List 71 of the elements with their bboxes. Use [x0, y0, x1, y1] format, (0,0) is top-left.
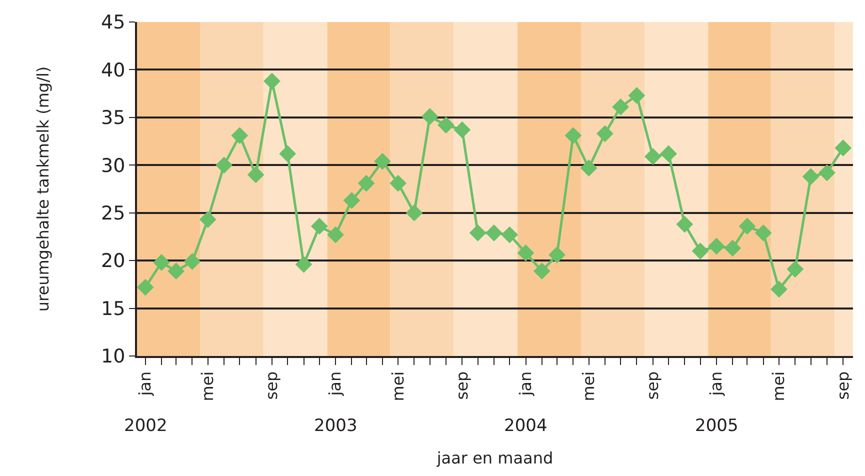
y-tick-label: 30 — [101, 154, 126, 177]
point — [501, 226, 518, 244]
text: 2002 — [124, 416, 168, 436]
text: 2003 — [314, 416, 358, 436]
point — [279, 145, 296, 162]
point — [247, 166, 264, 184]
point — [676, 216, 694, 233]
point — [486, 224, 502, 242]
x-tick-label: jan — [706, 371, 726, 397]
point — [421, 108, 438, 125]
y-tick-label: 10 — [101, 346, 126, 368]
point — [168, 262, 185, 280]
point — [295, 256, 312, 273]
point — [708, 238, 725, 255]
point — [517, 244, 534, 262]
point — [628, 87, 646, 104]
text: 2005 — [695, 416, 738, 436]
point — [660, 145, 677, 162]
x-tick-label: jan — [516, 371, 535, 397]
x-tick-label: mei — [769, 371, 788, 402]
x-tick-label: sep — [643, 371, 662, 400]
point — [644, 148, 662, 165]
point — [612, 98, 630, 116]
y-tick-label: 45 — [101, 12, 126, 34]
point — [548, 246, 566, 264]
x-tick-label: mei — [388, 371, 408, 402]
point — [533, 262, 550, 280]
point — [153, 254, 170, 271]
point — [692, 242, 709, 260]
y-axis-title: ureumgehalte tankmelk (mg/l) — [33, 66, 52, 312]
point — [770, 280, 788, 298]
point — [580, 160, 598, 176]
point — [310, 218, 328, 235]
point — [390, 174, 407, 192]
y-tick-label: 15 — [101, 298, 126, 320]
point — [596, 125, 614, 142]
x-tick-label: sep — [262, 371, 282, 400]
point — [231, 127, 248, 144]
point — [327, 226, 344, 244]
x-tick-label: jan — [136, 371, 155, 397]
point — [834, 140, 852, 156]
point — [264, 72, 280, 90]
y-tick-label: 25 — [101, 202, 126, 225]
text: 2004 — [504, 416, 548, 436]
point — [358, 174, 375, 192]
x-tick-label: mei — [579, 371, 598, 402]
point — [754, 224, 772, 242]
x-axis-title: jaar en maand — [436, 448, 554, 468]
point — [199, 211, 216, 228]
point — [469, 224, 486, 242]
point — [564, 127, 582, 144]
x-tick-label: mei — [198, 371, 218, 402]
point — [136, 278, 154, 296]
point — [184, 253, 201, 270]
point — [216, 156, 232, 174]
x-tick-label: sep — [833, 371, 852, 400]
point — [454, 121, 471, 138]
point — [374, 152, 391, 170]
point — [406, 204, 423, 222]
point — [724, 240, 742, 257]
point — [818, 164, 836, 182]
point — [438, 116, 454, 134]
x-tick-label: sep — [452, 371, 472, 400]
x-tick-label: jan — [326, 371, 345, 397]
point — [802, 168, 820, 186]
y-tick-label: 20 — [101, 250, 126, 272]
point — [343, 192, 360, 209]
y-tick-label: 35 — [101, 107, 126, 130]
point — [786, 260, 804, 278]
point — [738, 218, 756, 235]
y-tick-label: 40 — [101, 59, 126, 82]
